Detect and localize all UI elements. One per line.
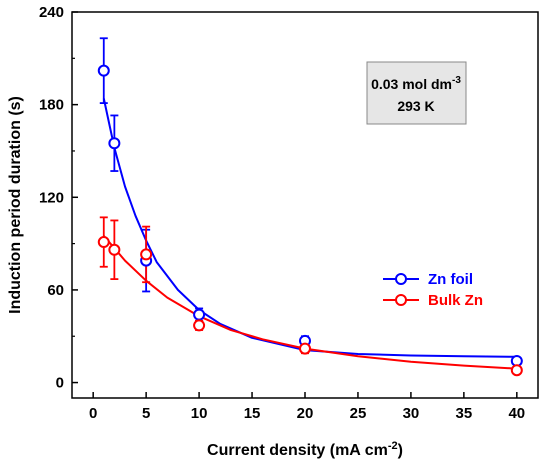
fit-curves <box>102 98 517 370</box>
annotation-box <box>366 61 467 125</box>
data-point-zn-foil <box>193 308 206 321</box>
data-points <box>97 64 523 377</box>
x-tick-label: 15 <box>244 405 261 422</box>
legend-label-zn-foil: Zn foil <box>428 271 473 288</box>
x-tick-label: 35 <box>456 405 473 422</box>
x-tick-label: 20 <box>297 405 314 422</box>
fit-curve-zn-foil <box>102 98 517 358</box>
data-point-bulk-zn <box>299 342 311 355</box>
fit-curve-bulk-zn <box>103 235 517 370</box>
data-point-bulk-zn <box>108 243 121 256</box>
x-tick-label: 5 <box>142 405 150 422</box>
legend-item-bulk-zn: Bulk Zn <box>383 292 483 309</box>
y-axis-title: Induction period duration (s) <box>7 96 24 314</box>
data-point-bulk-zn <box>510 364 523 377</box>
y-tick-label: 60 <box>47 282 64 299</box>
legend-label-bulk-zn: Bulk Zn <box>428 292 483 309</box>
data-point-zn-foil <box>97 64 110 77</box>
condition-annotation: 0.03 mol dm-3 293 K <box>366 61 467 125</box>
y-tick-label: 240 <box>39 4 64 21</box>
axis-ticks: 0 5 10 15 20 25 30 35 40 0 60 120 180 240 <box>39 4 525 422</box>
legend: Zn foil Bulk Zn <box>383 271 483 309</box>
annotation-concentration: 0.03 mol dm-3 <box>371 75 461 92</box>
x-tick-label: 30 <box>403 405 420 422</box>
data-point-bulk-zn <box>97 236 110 249</box>
x-tick-label: 25 <box>350 405 367 422</box>
x-axis-title: Current density (mA cm-2) <box>207 440 403 459</box>
y-tick-label: 120 <box>39 189 64 206</box>
data-point-bulk-zn <box>193 319 206 332</box>
legend-marker-zn-foil <box>395 273 407 285</box>
data-point-bulk-zn <box>140 248 153 261</box>
legend-item-zn-foil: Zn foil <box>383 271 473 288</box>
legend-marker-bulk-zn <box>395 294 407 306</box>
annotation-temperature: 293 K <box>397 98 434 114</box>
y-tick-label: 0 <box>56 375 64 392</box>
y-tick-label: 180 <box>39 97 64 114</box>
x-tick-label: 10 <box>191 405 208 422</box>
x-tick-label: 40 <box>508 405 525 422</box>
x-tick-label: 0 <box>89 405 97 422</box>
data-point-zn-foil <box>108 137 121 150</box>
